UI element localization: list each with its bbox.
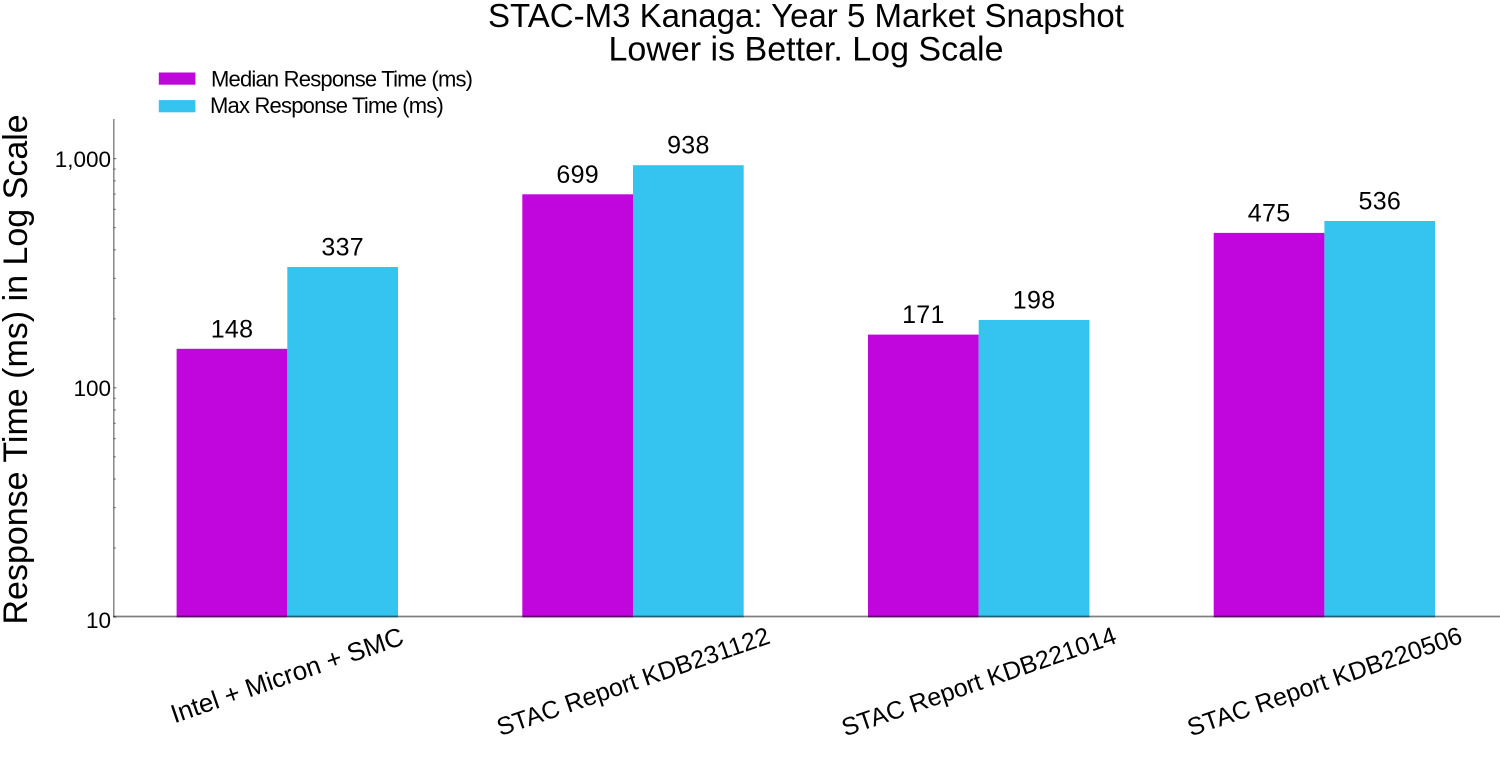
svg-text:100: 100 (73, 376, 111, 401)
svg-text:1,000: 1,000 (55, 147, 111, 172)
svg-text:699: 699 (556, 161, 599, 189)
svg-text:STAC-M3 Kanaga: Year 5 Market: STAC-M3 Kanaga: Year 5 Market Snapshot (488, 0, 1124, 34)
svg-text:475: 475 (1248, 199, 1291, 227)
svg-text:337: 337 (321, 234, 364, 262)
svg-text:Response Time (ms) in Log Scal: Response Time (ms) in Log Scale (0, 114, 35, 624)
svg-text:198: 198 (1013, 287, 1056, 315)
svg-text:10: 10 (86, 608, 111, 633)
svg-text:536: 536 (1358, 188, 1401, 216)
svg-text:Max Response Time (ms): Max Response Time (ms) (210, 93, 443, 118)
svg-text:171: 171 (902, 301, 945, 329)
svg-text:Lower is Better. Log Scale: Lower is Better. Log Scale (608, 31, 1003, 69)
svg-text:Median Response Time (ms): Median Response Time (ms) (211, 66, 472, 91)
svg-text:148: 148 (211, 315, 254, 343)
svg-text:938: 938 (667, 132, 710, 160)
